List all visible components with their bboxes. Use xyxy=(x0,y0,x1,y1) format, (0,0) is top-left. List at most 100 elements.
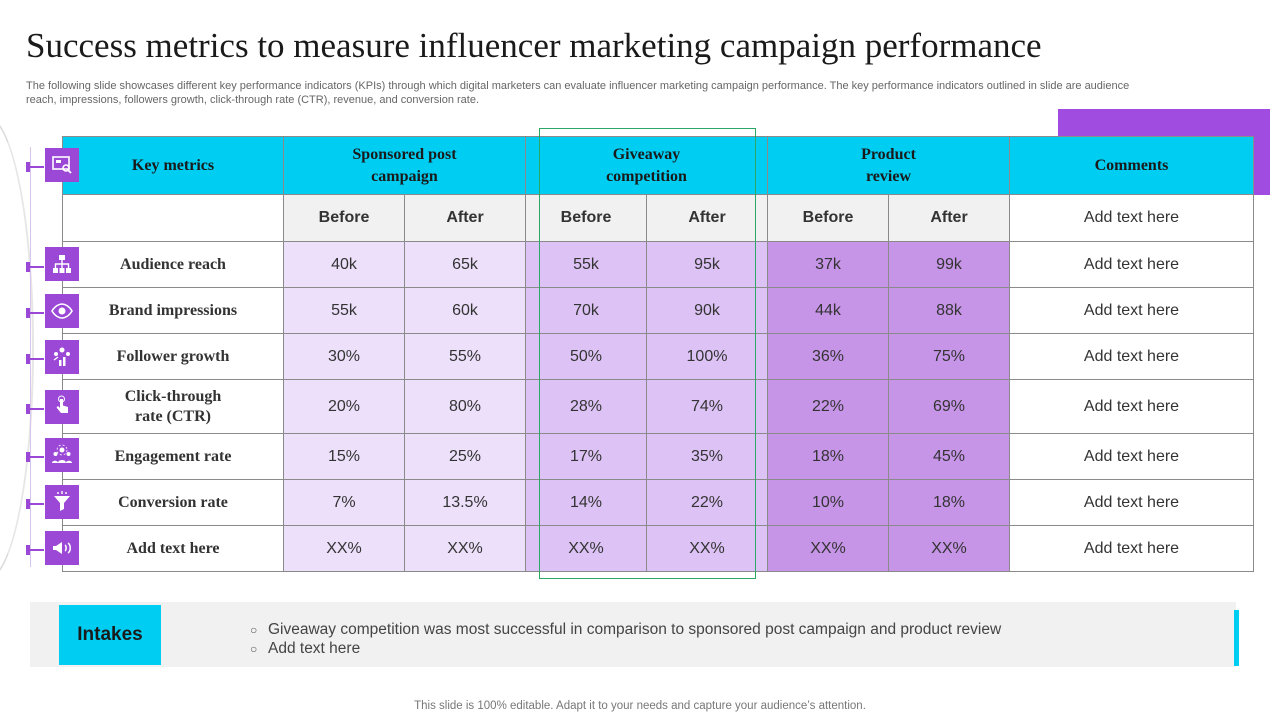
eye-icon xyxy=(45,294,79,328)
megaphone-icon xyxy=(45,531,79,565)
header-comments: Comments xyxy=(1009,136,1254,195)
metric-label: Add text here xyxy=(62,525,284,572)
connector-tick xyxy=(26,308,44,320)
value-cell: 69% xyxy=(888,379,1010,434)
value-cell: 70k xyxy=(525,287,647,334)
metric-label: Click-through rate (CTR) xyxy=(62,379,284,434)
funnel-icon xyxy=(45,485,79,519)
table-subheader-row: Before After Before After Before After A… xyxy=(62,194,1254,242)
value-cell: 7% xyxy=(283,479,405,526)
metric-label: Engagement rate xyxy=(62,433,284,480)
subheader-empty xyxy=(62,194,284,242)
team-icon xyxy=(45,438,79,472)
connector-tick xyxy=(26,162,44,174)
metric-label: Audience reach xyxy=(62,241,284,288)
hierarchy-icon xyxy=(45,247,79,281)
comment-cell: Add text here xyxy=(1009,333,1254,380)
list-item: Giveaway competition was most successful… xyxy=(250,620,1001,640)
value-cell: 100% xyxy=(646,333,768,380)
subheader-before: Before xyxy=(767,194,889,242)
connector-tick xyxy=(26,262,44,274)
table-row: Follower growth 30% 55% 50% 100% 36% 75%… xyxy=(62,333,1254,380)
value-cell: 55% xyxy=(404,333,526,380)
value-cell: 40k xyxy=(283,241,405,288)
subheader-before: Before xyxy=(283,194,405,242)
value-cell: 95k xyxy=(646,241,768,288)
value-cell: 14% xyxy=(525,479,647,526)
value-cell: 55k xyxy=(283,287,405,334)
table-row: Add text here XX% XX% XX% XX% XX% XX% Ad… xyxy=(62,525,1254,572)
value-cell: 13.5% xyxy=(404,479,526,526)
value-cell: XX% xyxy=(525,525,647,572)
comment-cell: Add text here xyxy=(1009,379,1254,434)
value-cell: 55k xyxy=(525,241,647,288)
comment-cell: Add text here xyxy=(1009,479,1254,526)
value-cell: XX% xyxy=(404,525,526,572)
subheader-before: Before xyxy=(525,194,647,242)
header-key-metrics: Key metrics xyxy=(62,136,284,195)
value-cell: 88k xyxy=(888,287,1010,334)
value-cell: 60k xyxy=(404,287,526,334)
table-row: Engagement rate 15% 25% 17% 35% 18% 45% … xyxy=(62,433,1254,480)
group-growth-icon xyxy=(45,340,79,374)
metric-label: Brand impressions xyxy=(62,287,284,334)
table-row: Audience reach 40k 65k 55k 95k 37k 99k A… xyxy=(62,241,1254,288)
value-cell: 37k xyxy=(767,241,889,288)
value-cell: 22% xyxy=(767,379,889,434)
value-cell: 99k xyxy=(888,241,1010,288)
value-cell: XX% xyxy=(767,525,889,572)
value-cell: 36% xyxy=(767,333,889,380)
table-row: Click-through rate (CTR) 20% 80% 28% 74%… xyxy=(62,379,1254,434)
value-cell: 22% xyxy=(646,479,768,526)
value-cell: XX% xyxy=(646,525,768,572)
value-cell: 15% xyxy=(283,433,405,480)
table-row: Conversion rate 7% 13.5% 14% 22% 10% 18%… xyxy=(62,479,1254,526)
value-cell: 44k xyxy=(767,287,889,334)
value-cell: 35% xyxy=(646,433,768,480)
connector-tick xyxy=(26,499,44,511)
value-cell: XX% xyxy=(888,525,1010,572)
header-giveaway: Giveaway competition xyxy=(525,136,768,195)
intakes-label: Intakes xyxy=(59,605,161,665)
click-hand-icon xyxy=(45,390,79,424)
value-cell: 18% xyxy=(767,433,889,480)
value-cell: 30% xyxy=(283,333,405,380)
subheader-after: After xyxy=(888,194,1010,242)
value-cell: 20% xyxy=(283,379,405,434)
subheader-after: After xyxy=(404,194,526,242)
metric-label: Follower growth xyxy=(62,333,284,380)
header-product: Product review xyxy=(767,136,1010,195)
metric-label: Conversion rate xyxy=(62,479,284,526)
icon-connector-line xyxy=(30,147,31,567)
dashboard-search-icon xyxy=(45,148,79,182)
value-cell: 17% xyxy=(525,433,647,480)
subheader-after: After xyxy=(646,194,768,242)
comment-cell: Add text here xyxy=(1009,287,1254,334)
value-cell: 18% xyxy=(888,479,1010,526)
connector-tick xyxy=(26,404,44,416)
header-sponsored: Sponsored post campaign xyxy=(283,136,526,195)
intakes-accent-bar xyxy=(1234,610,1239,666)
list-item: Add text here xyxy=(250,639,1001,659)
value-cell: 65k xyxy=(404,241,526,288)
subheader-comment: Add text here xyxy=(1009,194,1254,242)
connector-tick xyxy=(26,354,44,366)
comment-cell: Add text here xyxy=(1009,525,1254,572)
page-subtitle: The following slide showcases different … xyxy=(26,80,1130,106)
value-cell: 90k xyxy=(646,287,768,334)
value-cell: 80% xyxy=(404,379,526,434)
value-cell: 50% xyxy=(525,333,647,380)
value-cell: 75% xyxy=(888,333,1010,380)
value-cell: XX% xyxy=(283,525,405,572)
metrics-table: Key metrics Sponsored post campaign Give… xyxy=(62,136,1254,572)
connector-tick xyxy=(26,545,44,557)
table-header-row: Key metrics Sponsored post campaign Give… xyxy=(62,136,1254,195)
value-cell: 74% xyxy=(646,379,768,434)
comment-cell: Add text here xyxy=(1009,241,1254,288)
footer-note: This slide is 100% editable. Adapt it to… xyxy=(414,700,866,712)
page-title: Success metrics to measure influencer ma… xyxy=(26,26,1042,65)
connector-tick xyxy=(26,452,44,464)
table-row: Brand impressions 55k 60k 70k 90k 44k 88… xyxy=(62,287,1254,334)
intakes-list: Giveaway competition was most successful… xyxy=(250,620,1001,659)
value-cell: 10% xyxy=(767,479,889,526)
